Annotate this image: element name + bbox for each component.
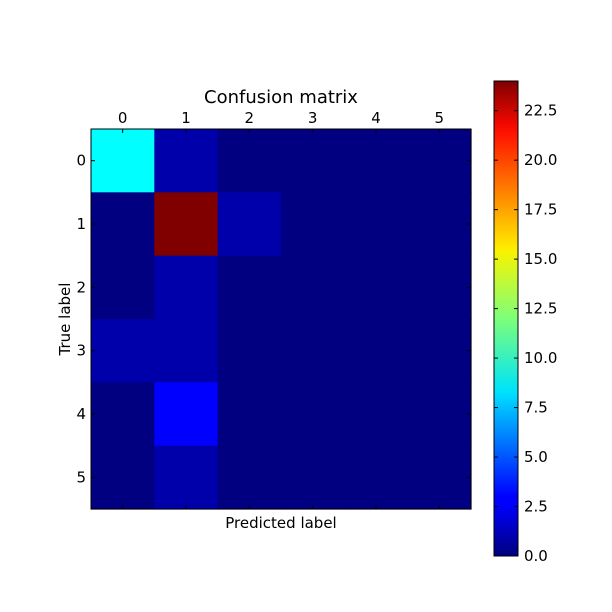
y-axis-label: True label (56, 283, 74, 357)
heatmap-cell (344, 255, 409, 320)
x-tick-label: 5 (435, 109, 445, 127)
heatmap-cell (407, 129, 472, 193)
heatmap-cell (281, 255, 345, 320)
heatmap-cell (344, 319, 409, 383)
colorbar-tick-label: 20.0 (524, 151, 557, 169)
heatmap-cell (281, 192, 345, 257)
heatmap-cell (154, 319, 219, 383)
y-tick-label: 1 (76, 215, 86, 233)
x-tick-label: 4 (371, 109, 381, 127)
colorbar-tick-label: 2.5 (524, 498, 548, 516)
x-axis-label: Predicted label (225, 514, 336, 532)
heatmap-cell (344, 192, 409, 257)
x-tick-label: 1 (181, 109, 191, 127)
heatmap-cell (217, 382, 282, 447)
heatmap-cell (217, 319, 282, 383)
heatmap-cells (91, 129, 472, 510)
heatmap-cell (344, 445, 409, 510)
colorbar-tick-label: 15.0 (524, 250, 557, 268)
heatmap-cell (217, 255, 282, 320)
heatmap-cell (281, 319, 345, 383)
x-tick-label: 3 (308, 109, 318, 127)
y-tick-label: 0 (76, 152, 86, 170)
heatmap-cell (407, 319, 472, 383)
heatmap-cell (407, 255, 472, 320)
heatmap-cell (154, 192, 219, 257)
x-tick-label: 0 (118, 109, 128, 127)
x-tick-label: 2 (245, 109, 255, 127)
y-tick-label: 5 (76, 468, 86, 486)
colorbar-ticks: 0.0 2.5 5.0 7.5 10.0 12.5 15.0 17.5 20.0 22.5 (494, 102, 557, 565)
heatmap-cell (91, 192, 155, 257)
heatmap-cell (91, 129, 155, 193)
heatmap-cell (154, 382, 219, 447)
y-tick-label: 3 (76, 342, 86, 360)
heatmap-cell (91, 319, 155, 383)
x-axis-ticks: 0 1 2 3 4 5 (118, 109, 444, 509)
heatmap-cell (154, 129, 219, 193)
heatmap-cell (407, 445, 472, 510)
colorbar (493, 80, 519, 557)
colorbar-tick-label: 22.5 (524, 102, 557, 120)
heatmap-cell (91, 445, 155, 510)
y-axis-ticks: 0 1 2 3 4 5 (76, 152, 471, 486)
colorbar-tick-label: 7.5 (524, 399, 548, 417)
heatmap-frame (90, 128, 472, 510)
heatmap-cell (281, 129, 345, 193)
heatmap-cell (154, 255, 219, 320)
heatmap-cell (217, 192, 282, 257)
heatmap-cell (407, 192, 472, 257)
heatmap-cell (217, 129, 282, 193)
heatmap-cell (281, 382, 345, 447)
colorbar-tick-label: 5.0 (524, 448, 548, 466)
colorbar-tick-label: 17.5 (524, 201, 557, 219)
heatmap-cell (217, 445, 282, 510)
y-tick-label: 2 (76, 278, 86, 296)
heatmap-cell (91, 382, 155, 447)
y-tick-label: 4 (76, 405, 86, 423)
heatmap-cell (281, 445, 345, 510)
chart-title: Confusion matrix (204, 87, 358, 108)
heatmap-cell (344, 129, 409, 193)
colorbar-tick-label: 12.5 (524, 300, 557, 318)
colorbar-tick-label: 0.0 (524, 547, 548, 565)
heatmap-cell (407, 382, 472, 447)
heatmap-cell (344, 382, 409, 447)
heatmap-cell (154, 445, 219, 510)
heatmap-cell (91, 255, 155, 320)
colorbar-tick-label: 10.0 (524, 349, 557, 367)
